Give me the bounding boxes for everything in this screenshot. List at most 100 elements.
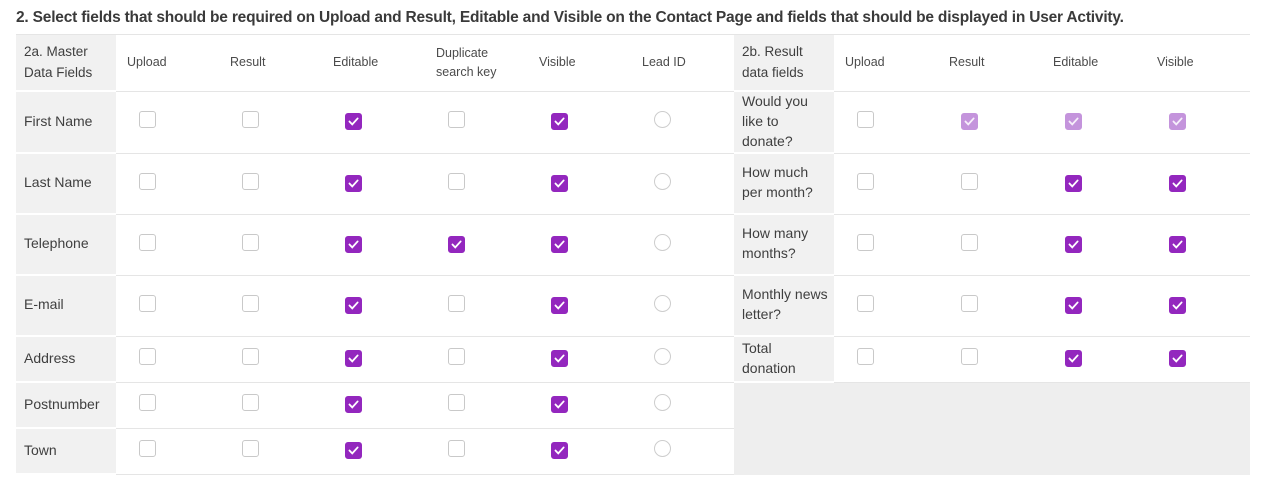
- radio-lead-id[interactable]: [654, 394, 671, 412]
- checkbox-editable-checked[interactable]: [1065, 296, 1082, 314]
- cell: [116, 428, 219, 475]
- checkbox-visible-checked[interactable]: [551, 235, 568, 253]
- cell: [425, 428, 528, 475]
- checkbox-result-unchecked[interactable]: [961, 233, 978, 251]
- checkbox-upload-unchecked[interactable]: [139, 294, 156, 312]
- checkbox-upload-unchecked[interactable]: [139, 172, 156, 190]
- checkbox-visible-checked[interactable]: [551, 396, 568, 414]
- checkbox-result-unchecked[interactable]: [961, 294, 978, 312]
- checkbox-editable-checked[interactable]: [345, 113, 362, 131]
- cell: [834, 153, 938, 215]
- column-header-editable: Editable: [322, 34, 425, 92]
- checkbox-visible-checked[interactable]: [1169, 235, 1186, 253]
- cell: [425, 275, 528, 337]
- left-table-title: 2a. Master Data Fields: [16, 34, 116, 92]
- checkbox-editable-checked[interactable]: [1065, 174, 1082, 192]
- checkbox-result-unchecked[interactable]: [242, 348, 259, 366]
- radio-lead-id[interactable]: [654, 294, 671, 312]
- cell: [938, 336, 1042, 383]
- checkbox-visible-checked[interactable]: [551, 296, 568, 314]
- cell: [322, 275, 425, 337]
- cell: [425, 153, 528, 215]
- cell: [425, 92, 528, 154]
- cell: [322, 382, 425, 429]
- cell: [1042, 153, 1146, 215]
- checkbox-upload-unchecked[interactable]: [857, 294, 874, 312]
- checkbox-duplicate-search-key-unchecked[interactable]: [448, 111, 465, 129]
- checkbox-visible-checked[interactable]: [551, 350, 568, 368]
- checkbox-upload-unchecked[interactable]: [857, 233, 874, 251]
- checkbox-duplicate-search-key-unchecked[interactable]: [448, 172, 465, 190]
- checkbox-editable-checked[interactable]: [345, 235, 362, 253]
- checkbox-editable-checked[interactable]: [345, 296, 362, 314]
- checkbox-result-unchecked[interactable]: [242, 394, 259, 412]
- checkbox-duplicate-search-key-unchecked[interactable]: [448, 394, 465, 412]
- checkbox-upload-unchecked[interactable]: [857, 172, 874, 190]
- cell: [219, 428, 322, 475]
- cell: [116, 92, 219, 154]
- checkbox-upload-unchecked[interactable]: [139, 394, 156, 412]
- checkbox-duplicate-search-key-unchecked[interactable]: [448, 348, 465, 366]
- checkbox-upload-unchecked[interactable]: [139, 111, 156, 129]
- checkbox-visible-checked[interactable]: [1169, 296, 1186, 314]
- table-row: Town: [16, 428, 1250, 475]
- checkbox-result-unchecked[interactable]: [242, 440, 259, 458]
- checkbox-result-unchecked[interactable]: [242, 294, 259, 312]
- empty-cell: [734, 428, 1250, 475]
- checkbox-editable-checked[interactable]: [1065, 235, 1082, 253]
- column-header-upload: Upload: [116, 34, 219, 92]
- checkbox-result-unchecked[interactable]: [961, 348, 978, 366]
- radio-lead-id[interactable]: [654, 172, 671, 190]
- checkbox-editable-checked[interactable]: [345, 350, 362, 368]
- row-label: Monthly news letter?: [734, 275, 834, 337]
- checkbox-visible-checked[interactable]: [1169, 350, 1186, 368]
- cell: [631, 92, 734, 154]
- table-row: Address Total donation: [16, 336, 1250, 383]
- checkbox-upload-unchecked[interactable]: [139, 440, 156, 458]
- checkbox-result-unchecked[interactable]: [242, 111, 259, 129]
- checkbox-upload-unchecked[interactable]: [857, 111, 874, 129]
- empty-cell: [734, 382, 1250, 429]
- row-label: E-mail: [16, 275, 116, 337]
- checkbox-duplicate-search-key-unchecked[interactable]: [448, 440, 465, 458]
- checkbox-duplicate-search-key-checked[interactable]: [448, 235, 465, 253]
- checkbox-editable-checked: [1065, 113, 1082, 131]
- checkbox-visible-checked[interactable]: [1169, 174, 1186, 192]
- checkbox-result-unchecked[interactable]: [242, 172, 259, 190]
- checkbox-upload-unchecked[interactable]: [139, 233, 156, 251]
- row-label: Total donation: [734, 336, 834, 383]
- checkbox-visible-checked[interactable]: [551, 442, 568, 460]
- checkbox-upload-unchecked[interactable]: [139, 348, 156, 366]
- checkbox-editable-checked[interactable]: [1065, 350, 1082, 368]
- checkbox-editable-checked[interactable]: [345, 442, 362, 460]
- checkbox-result-unchecked[interactable]: [242, 233, 259, 251]
- cell: [528, 214, 631, 276]
- radio-lead-id[interactable]: [654, 233, 671, 251]
- cell: [1042, 336, 1146, 383]
- column-header-editable: Editable: [1042, 34, 1146, 92]
- checkbox-visible-checked[interactable]: [551, 174, 568, 192]
- checkbox-duplicate-search-key-unchecked[interactable]: [448, 294, 465, 312]
- cell: [1146, 275, 1250, 337]
- cell: [116, 382, 219, 429]
- checkbox-upload-unchecked[interactable]: [857, 348, 874, 366]
- cell: [528, 275, 631, 337]
- checkbox-editable-checked[interactable]: [345, 396, 362, 414]
- table-row: E-mail Monthly news letter?: [16, 275, 1250, 337]
- cell: [1042, 275, 1146, 337]
- radio-lead-id[interactable]: [654, 440, 671, 458]
- row-label: Telephone: [16, 214, 116, 276]
- radio-lead-id[interactable]: [654, 348, 671, 366]
- row-label: Postnumber: [16, 382, 116, 429]
- table-header: 2a. Master Data Fields Upload Result Editab…: [16, 34, 1250, 92]
- table-row: Last Name How much per month?: [16, 153, 1250, 215]
- checkbox-visible-checked[interactable]: [551, 113, 568, 131]
- cell: [425, 382, 528, 429]
- column-header-visible: Visible: [528, 34, 631, 92]
- cell: [425, 336, 528, 383]
- cell: [322, 92, 425, 154]
- cell: [834, 275, 938, 337]
- checkbox-editable-checked[interactable]: [345, 174, 362, 192]
- checkbox-result-unchecked[interactable]: [961, 172, 978, 190]
- radio-lead-id[interactable]: [654, 111, 671, 129]
